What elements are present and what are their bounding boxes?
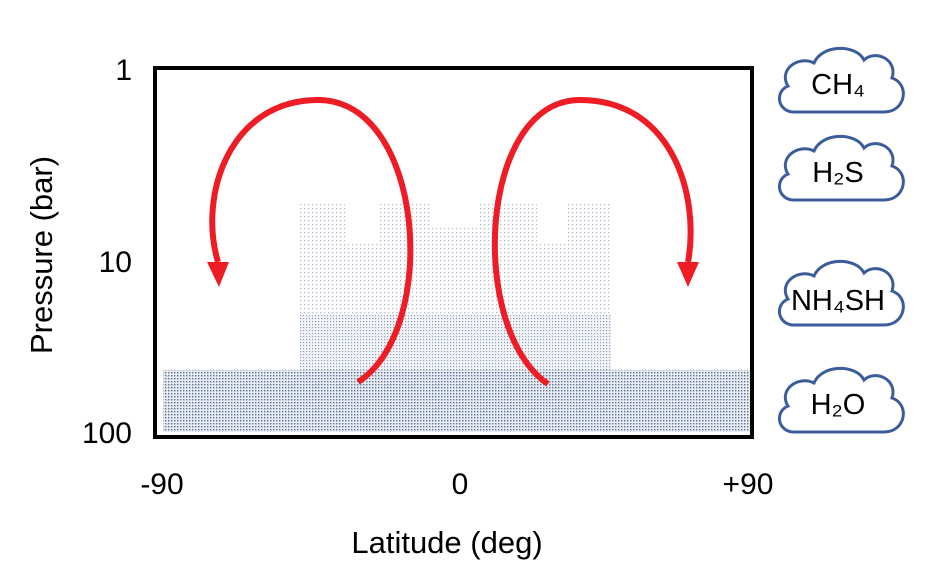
nh4sh-layer (300, 315, 611, 370)
y-axis-title: Pressure (bar) (24, 156, 59, 354)
x-axis-title: Latitude (deg) (351, 525, 542, 560)
x-tick-label: 0 (452, 468, 469, 501)
x-tick-label: +90 (723, 468, 774, 501)
x-tick-label: -90 (140, 468, 183, 501)
cloud-label: NH₄SH (791, 285, 885, 317)
cloud-label: CH₄ (811, 69, 865, 101)
arrowhead (207, 262, 229, 287)
y-tick-label: 100 (82, 417, 132, 450)
y-tick-label: 10 (99, 246, 132, 279)
circulation-arrow (491, 96, 694, 387)
cloud-label: H₂S (812, 157, 864, 189)
plot-frame (153, 66, 754, 439)
circulation-arrow (209, 96, 414, 385)
h2o-layer (163, 370, 752, 432)
arrowhead (677, 262, 699, 287)
cloud-label: H₂O (811, 389, 866, 421)
y-tick-label: 1 (115, 54, 132, 87)
h2s-layer (300, 203, 611, 315)
